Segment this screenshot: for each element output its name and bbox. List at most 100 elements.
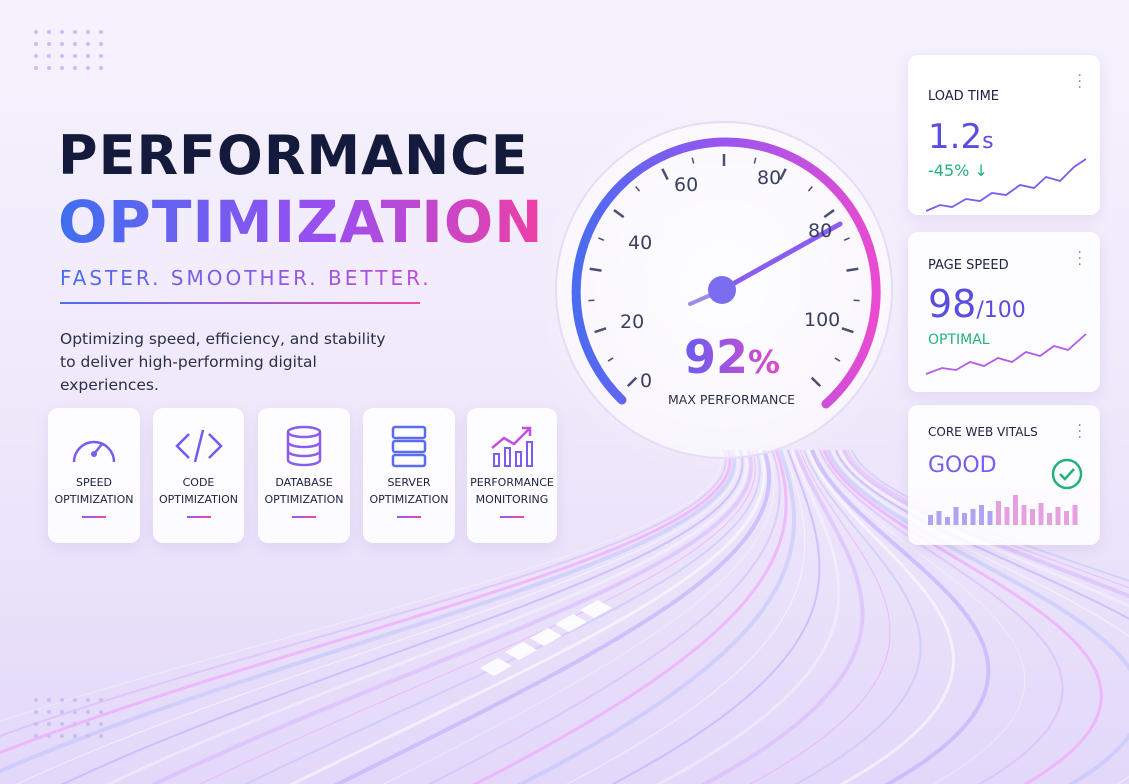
dot <box>86 698 90 702</box>
streak <box>0 449 732 755</box>
mini-bar <box>1030 509 1035 525</box>
value-unit: s <box>982 129 994 154</box>
light-streaks <box>0 449 1129 784</box>
dot <box>34 722 38 726</box>
server-icon <box>391 425 427 468</box>
dot <box>99 698 103 702</box>
mini-bar <box>1004 507 1010 525</box>
gauge-label: 80 <box>757 167 782 189</box>
check-icon <box>1051 458 1083 490</box>
streak <box>810 449 991 784</box>
dot <box>60 42 64 46</box>
gauge-label: 40 <box>628 232 653 254</box>
mini-bar <box>928 515 933 525</box>
streak <box>610 449 821 784</box>
gauge-unit: % <box>748 343 781 381</box>
dot <box>60 54 64 58</box>
feature-card: SERVER OPTIMIZATION <box>363 408 455 543</box>
feature-label: OPTIMIZATION <box>369 493 449 506</box>
dot <box>34 66 38 70</box>
gauge-tick <box>589 267 602 272</box>
dot <box>34 710 38 714</box>
mini-bar <box>1072 505 1078 525</box>
streak <box>244 449 761 784</box>
mini-bar <box>1047 513 1052 525</box>
gauge-tick <box>846 267 859 272</box>
dot <box>47 66 51 70</box>
streak <box>700 449 865 784</box>
menu-dots: · · · <box>1077 245 1082 273</box>
mini-bar <box>1055 507 1061 525</box>
dot <box>34 42 38 46</box>
dot <box>99 66 103 70</box>
mini-bar <box>953 507 959 525</box>
metric-card: · · · PAGE SPEED 98/100 OPTIMAL <box>908 232 1100 392</box>
dot <box>60 66 64 70</box>
dot <box>47 734 51 738</box>
dot <box>34 698 38 702</box>
dot <box>99 42 103 46</box>
dot <box>73 734 77 738</box>
dot <box>99 722 103 726</box>
gauge-tick <box>594 327 607 334</box>
streak <box>472 449 788 784</box>
feature-label: CODE <box>182 476 215 489</box>
mini-bar <box>987 511 993 525</box>
metric-value: GOOD <box>928 453 997 478</box>
mini-bar <box>996 501 1001 525</box>
feature-card: CODE OPTIMIZATION <box>153 408 244 543</box>
dot <box>99 54 103 58</box>
gauge-tick <box>626 376 638 388</box>
feature-label: OPTIMIZATION <box>264 493 344 506</box>
streak <box>16 449 739 784</box>
menu-dots: · · · <box>1077 68 1082 96</box>
gauge-needle <box>719 221 843 293</box>
metric-title: LOAD TIME <box>928 89 1000 104</box>
chevrons <box>480 600 612 676</box>
mini-bar <box>1021 505 1027 525</box>
feature-card: PERFORMANCE MONITORING <box>467 408 557 543</box>
metric-title: CORE WEB VITALS <box>928 425 1038 439</box>
gauge-number: 92 <box>684 330 749 384</box>
gauge-label: 60 <box>674 174 699 196</box>
streak <box>838 449 1129 608</box>
dot <box>73 722 77 726</box>
gauge-label: 100 <box>804 309 841 331</box>
menu-dots: · · · <box>1077 418 1082 446</box>
streak <box>516 449 797 784</box>
gauge-caption: MAX PERFORMANCE <box>668 392 796 407</box>
streak <box>60 449 744 784</box>
gauge-tick <box>613 209 625 219</box>
streak <box>826 449 1129 784</box>
feature-label: SPEED <box>76 476 112 489</box>
streak <box>815 449 1026 784</box>
dot <box>86 66 90 70</box>
dot <box>73 54 77 58</box>
dot <box>60 30 64 34</box>
value-unit: /100 <box>976 298 1026 323</box>
mini-bar <box>962 513 967 525</box>
mini-bar <box>979 505 984 525</box>
gauge-label: 80 <box>808 220 833 242</box>
gauge-tick <box>661 168 669 181</box>
gauge-tick <box>807 186 813 192</box>
feature-label: MONITORING <box>475 493 549 506</box>
dot <box>86 54 90 58</box>
dot <box>73 42 77 46</box>
mini-bar <box>1038 503 1044 525</box>
feature-label: OPTIMIZATION <box>158 493 239 506</box>
gauge-tick <box>753 157 757 164</box>
gauge-ticks <box>588 154 860 388</box>
streak <box>0 449 737 774</box>
database-icon <box>286 425 322 467</box>
dot <box>34 734 38 738</box>
dot <box>47 30 51 34</box>
mini-bar <box>1064 511 1069 525</box>
feature-label: SERVER <box>387 476 431 489</box>
dot <box>47 698 51 702</box>
gauge-value: 92% <box>684 330 780 384</box>
monitoring-icon <box>491 426 533 467</box>
dot <box>60 698 64 702</box>
